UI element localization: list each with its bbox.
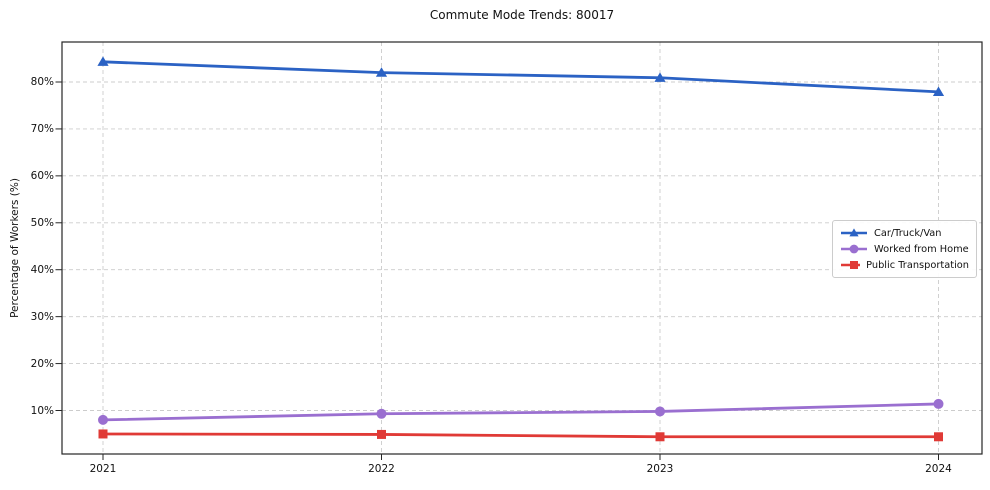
legend-item-label: Worked from Home <box>874 243 969 255</box>
y-tick-label: 40% <box>30 263 54 276</box>
y-tick-label: 60% <box>30 169 54 182</box>
plot-border <box>61 41 983 455</box>
y-tick-label: 10% <box>30 404 54 417</box>
series-line-car-truck-van <box>101 60 940 94</box>
data-point-marker <box>376 408 387 419</box>
data-point-marker <box>375 67 388 77</box>
y-tick-label: 30% <box>30 310 54 323</box>
data-point-marker <box>97 56 109 66</box>
y-tick-label: 80% <box>30 76 54 88</box>
legend: Car/Truck/Van Worked from Home Public Tran… <box>832 220 977 278</box>
data-point-marker <box>655 406 665 417</box>
series-line-worked-from-home <box>101 402 940 422</box>
chart-title: Commute Mode Trends: 80017 <box>429 8 615 22</box>
legend-item: Public Transportation <box>840 257 969 273</box>
y-tick-label: 20% <box>30 357 54 370</box>
data-point-marker <box>932 86 945 96</box>
legend-item: Worked from Home <box>840 241 969 257</box>
circle-marker-sample-icon <box>841 244 867 254</box>
x-tick-label: 2022 <box>368 463 395 475</box>
data-point-marker <box>933 398 944 409</box>
legend-item: Car/Truck/Van <box>840 225 969 241</box>
triangle-marker-sample-icon <box>841 228 867 237</box>
x-tick-label: 2021 <box>89 463 117 475</box>
x-tick-label: 2024 <box>925 463 952 475</box>
data-point-marker <box>377 429 386 439</box>
series-line-public-transportation <box>101 432 940 439</box>
data-point-marker <box>98 414 108 425</box>
data-point-marker <box>654 72 666 82</box>
x-tick-label: 2023 <box>646 463 674 475</box>
y-tick-label: 70% <box>30 122 54 135</box>
legend-item-label: Car/Truck/Van <box>874 227 942 239</box>
legend-item-label: Public Transportation <box>866 259 969 271</box>
data-point-marker <box>655 432 665 442</box>
square-marker-sample-icon <box>841 261 861 269</box>
data-point-marker <box>98 429 108 439</box>
data-point-marker <box>934 432 943 442</box>
y-tick-label: 50% <box>30 216 54 229</box>
